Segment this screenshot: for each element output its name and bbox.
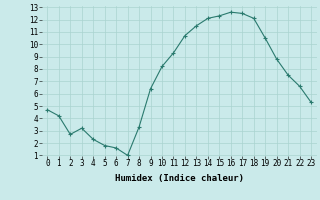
X-axis label: Humidex (Indice chaleur): Humidex (Indice chaleur)	[115, 174, 244, 183]
